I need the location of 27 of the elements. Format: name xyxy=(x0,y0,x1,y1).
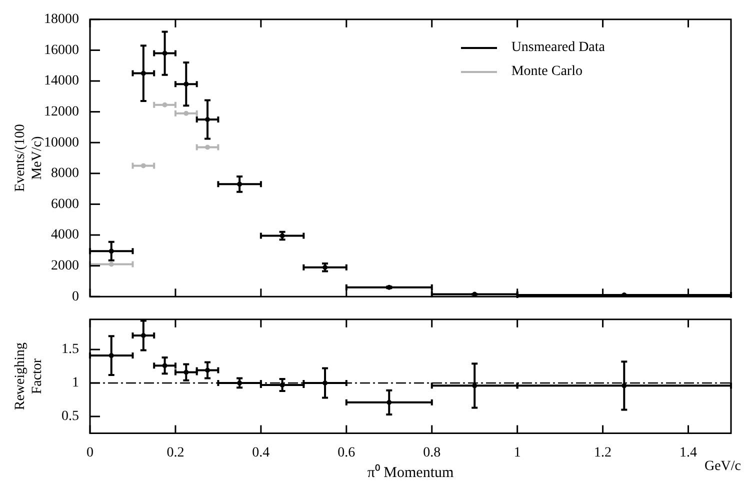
y-tick-label: 1.5 xyxy=(62,342,79,358)
x-tick-label: 1 xyxy=(514,445,521,460)
y-axis-title: Events/(100 MeV/c) xyxy=(13,124,45,192)
y-tick-label: 14000 xyxy=(44,74,79,89)
y-tick-label: 0.5 xyxy=(62,409,79,424)
x-axis-title: π⁰ Momentum xyxy=(367,464,454,481)
x-tick-label: 0.4 xyxy=(252,445,270,460)
y-tick-label: 6000 xyxy=(51,196,79,212)
y-tick-label: 8000 xyxy=(51,166,79,182)
y-tick-label: 12000 xyxy=(44,104,79,120)
y-tick-label: 18000 xyxy=(44,12,79,28)
x-tick-label: 1.2 xyxy=(594,445,612,460)
y-tick-label: 4000 xyxy=(51,228,79,243)
y-axis-title: Reweighing Factor xyxy=(13,342,45,410)
legend-label: Monte Carlo xyxy=(511,64,582,80)
x-tick-label: 0.2 xyxy=(166,445,184,460)
y-tick-label: 2000 xyxy=(51,258,79,274)
y-tick-label: 10000 xyxy=(44,135,79,150)
x-tick-label: 1.4 xyxy=(680,445,698,460)
y-tick-label: 0 xyxy=(72,289,79,304)
text: GeV/c xyxy=(704,458,741,474)
legend-label: Unsmeared Data xyxy=(511,40,605,56)
x-tick-label: 0 xyxy=(86,445,94,460)
y-tick-label: 16000 xyxy=(44,42,79,58)
x-tick-label: 0.6 xyxy=(338,445,356,460)
x-tick-label: 0.8 xyxy=(423,445,441,460)
y-tick-label: 1 xyxy=(72,376,79,391)
